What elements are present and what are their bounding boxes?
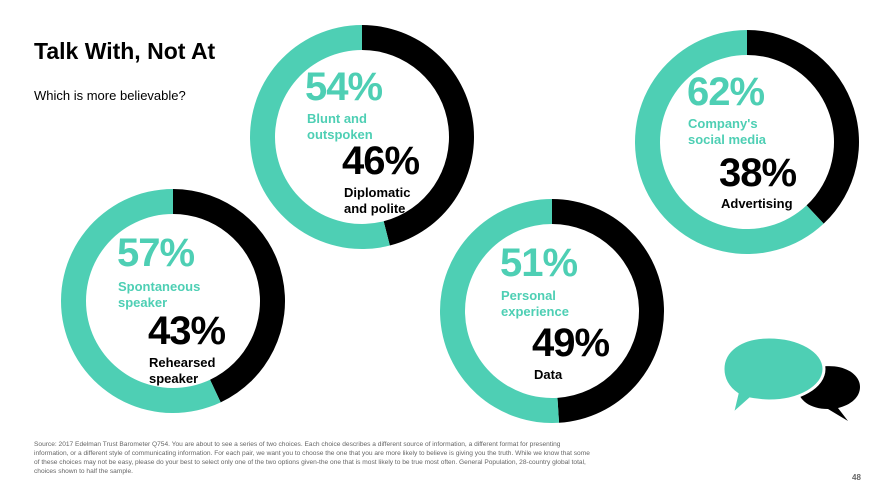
- donut-chart-2: 62% Company's social media 38% Advertisi…: [635, 30, 859, 254]
- donut-4-a-label: Personal experience: [501, 288, 569, 320]
- donut-1-b-label: Diplomatic and polite: [344, 185, 410, 217]
- donut-2-a-percent: 62%: [687, 70, 765, 114]
- donut-2-b-percent: 38%: [719, 151, 797, 195]
- donut-2-a-label: Company's social media: [688, 116, 766, 148]
- donut-1-a-label-line1: Blunt and: [307, 111, 367, 126]
- donut-2-segment-a: [635, 30, 824, 254]
- donut-3-b-percent: 43%: [148, 309, 226, 353]
- donut-4-svg: [440, 199, 664, 423]
- donut-2-a-label-line2: social media: [688, 132, 767, 147]
- donut-chart-4: 51% Personal experience 49% Data: [440, 199, 664, 423]
- donut-chart-1: 54% Blunt and outspoken 46% Diplomatic a…: [250, 25, 474, 249]
- page-number: 48: [852, 473, 861, 482]
- donut-1-a-label: Blunt and outspoken: [307, 111, 373, 143]
- donut-3-a-label-line2: speaker: [118, 295, 168, 310]
- donut-1-b-label-line2: and polite: [344, 201, 406, 216]
- donut-chart-3: 57% Spontaneous speaker 43% Rehearsed sp…: [61, 189, 285, 413]
- donut-2-svg: [635, 30, 859, 254]
- donut-4-a-percent: 51%: [500, 241, 578, 285]
- donut-3-segment-a: [61, 189, 221, 413]
- donut-3-svg: [61, 189, 285, 413]
- donut-4-a-label-line1: Personal: [501, 288, 556, 303]
- speech-bubbles-icon: [721, 335, 864, 430]
- donut-1-svg: [250, 25, 474, 249]
- donut-3-b-label-line1: Rehearsed: [149, 355, 216, 370]
- donut-3-a-percent: 57%: [117, 231, 195, 275]
- donut-1-b-label-line1: Diplomatic: [344, 185, 411, 200]
- donut-3-a-label: Spontaneous speaker: [118, 279, 200, 311]
- donut-1-b-percent: 46%: [342, 139, 420, 183]
- donut-4-a-label-line2: experience: [501, 304, 569, 319]
- source-footnote: Source: 2017 Edelman Trust Barometer Q75…: [34, 441, 590, 475]
- donut-2-b-label: Advertising: [721, 196, 793, 212]
- page-title: Talk With, Not At: [34, 38, 216, 64]
- donut-3-segment-b: [173, 189, 285, 403]
- donut-1-segment-a: [250, 25, 390, 249]
- donut-1-a-label-line2: outspoken: [307, 127, 373, 142]
- donut-3-a-label-line1: Spontaneous: [118, 279, 201, 294]
- teal-bubble-shape: [721, 335, 826, 420]
- donut-1-a-percent: 54%: [305, 65, 383, 109]
- donut-4-segment-b: [552, 199, 664, 423]
- donut-1-segment-b: [362, 25, 474, 246]
- donut-4-b-label: Data: [534, 367, 562, 383]
- donut-4-segment-a: [440, 199, 560, 423]
- donut-3-b-label: Rehearsed speaker: [149, 355, 215, 387]
- donut-2-a-label-line1: Company's: [688, 116, 758, 131]
- donut-2-segment-b: [747, 30, 859, 224]
- donut-4-b-percent: 49%: [532, 321, 610, 365]
- donut-2-b-label-line1: Advertising: [721, 196, 793, 211]
- page-subtitle: Which is more believable?: [34, 88, 186, 103]
- donut-4-b-label-line1: Data: [534, 367, 563, 382]
- donut-3-b-label-line2: speaker: [149, 371, 199, 386]
